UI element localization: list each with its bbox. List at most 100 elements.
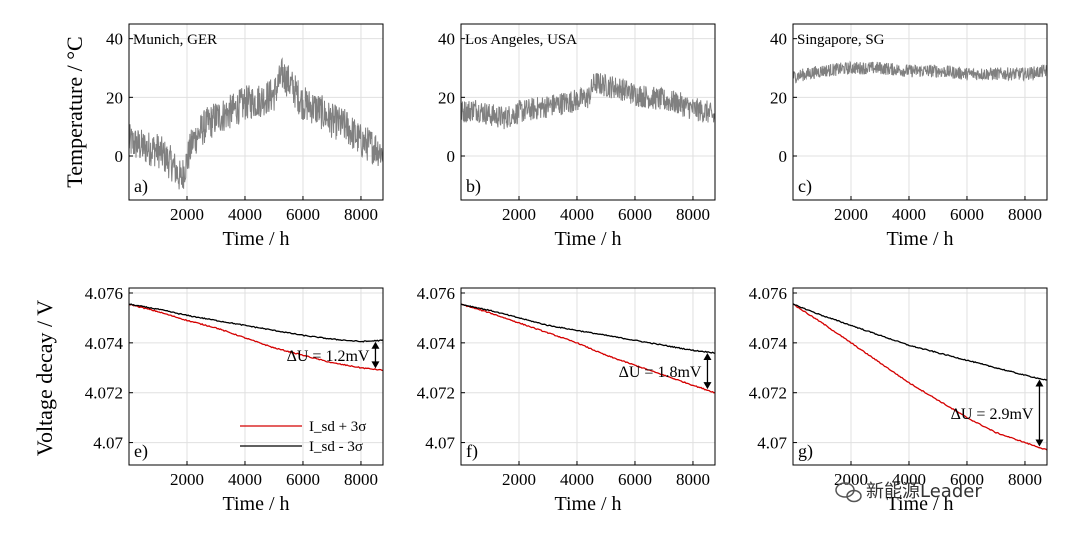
x-tick-label: 6000 — [618, 470, 652, 489]
delta-arrow-head-bottom — [371, 361, 380, 369]
x-tick-label: 4000 — [892, 470, 926, 489]
x-tick-label: 6000 — [618, 205, 652, 224]
upper-series-line — [460, 303, 716, 394]
x-tick-label: 6000 — [950, 205, 984, 224]
x-axis-label: Time / h — [554, 493, 621, 515]
panel-f: 2000 4000 6000 8000 4.07 4.072 4.074 4.076 Time … — [417, 284, 716, 515]
plot-frame — [792, 23, 1048, 201]
x-tick-label: 8000 — [676, 205, 710, 224]
lower-series-line — [792, 303, 1048, 381]
y-tick-label: 0 — [447, 147, 456, 166]
legend-entry: I_sd + 3σ — [309, 419, 366, 435]
delta-annotation: ΔU = 1.8mV — [619, 364, 702, 381]
x-tick-label: 2000 — [834, 205, 868, 224]
y-tick-label: 4.07 — [425, 434, 455, 453]
y-tick-label: 4.07 — [757, 434, 787, 453]
plot-frame — [460, 287, 716, 466]
y-tick-label: 40 — [770, 30, 787, 49]
y-tick-label: 0 — [115, 147, 124, 166]
delta-arrow-head-bottom — [1035, 439, 1044, 447]
location-label: Singapore, SG — [797, 32, 885, 48]
panel-g: 2000 4000 6000 8000 4.07 4.072 4.074 4.076 Time … — [749, 284, 1048, 515]
x-tick-label: 2000 — [170, 205, 204, 224]
x-tick-label: 4000 — [228, 470, 262, 489]
panel-b: 2000 4000 6000 8000 0 20 40 Time / h b) Los Angel… — [438, 23, 716, 250]
x-tick-label: 8000 — [344, 470, 378, 489]
plot-frame — [128, 23, 384, 201]
y-tick-label: 4.074 — [749, 334, 788, 353]
x-tick-label: 2000 — [834, 470, 868, 489]
panel-label: c) — [798, 176, 812, 197]
delta-annotation: ΔU = 2.9mV — [951, 406, 1034, 423]
panel-e: 2000 4000 6000 8000 4.07 4.072 4.074 4.076 Time … — [85, 284, 384, 515]
x-axis-label: Time / h — [886, 228, 953, 250]
x-axis-label: Time / h — [222, 228, 289, 250]
x-tick-label: 8000 — [1008, 470, 1042, 489]
temperature-series-line — [460, 72, 716, 130]
legend: I_sd + 3σ I_sd - 3σ — [240, 419, 366, 455]
location-label: Los Angeles, USA — [465, 32, 577, 48]
y-tick-label: 0 — [779, 147, 788, 166]
panel-label: g) — [798, 441, 813, 462]
y-tick-label: 40 — [106, 30, 123, 49]
panel-a: 2000 4000 6000 8000 0 20 40 Time / h a) Munich, G… — [106, 23, 384, 250]
x-tick-label: 2000 — [170, 470, 204, 489]
plot-frame — [792, 287, 1048, 466]
x-tick-label: 6000 — [286, 205, 320, 224]
x-tick-label: 2000 — [502, 470, 536, 489]
x-tick-label: 4000 — [892, 205, 926, 224]
temperature-y-axis-label: Temperature / °C — [62, 36, 87, 187]
x-tick-label: 8000 — [1008, 205, 1042, 224]
y-tick-label: 40 — [438, 30, 455, 49]
panel-label: b) — [466, 176, 481, 197]
y-tick-label: 4.072 — [417, 384, 455, 403]
lower-series-line — [128, 303, 384, 343]
x-axis-label: Time / h — [886, 493, 953, 515]
watermark: 新能源Leader — [835, 481, 982, 503]
plot-frame — [460, 23, 716, 201]
plot-frame — [128, 287, 384, 466]
delta-arrow-head-top — [1035, 379, 1044, 387]
x-tick-label: 4000 — [228, 205, 262, 224]
y-tick-label: 20 — [106, 88, 123, 107]
voltage-y-axis-label: Voltage decay / V — [32, 300, 57, 456]
legend-entry: I_sd - 3σ — [309, 439, 363, 455]
watermark-text: 新能源Leader — [866, 481, 982, 502]
delta-annotation: ΔU = 1.2mV — [287, 348, 370, 365]
x-tick-label: 2000 — [502, 205, 536, 224]
panel-label: e) — [134, 441, 148, 462]
location-label: Munich, GER — [133, 32, 217, 48]
panel-label: a) — [134, 176, 148, 197]
y-tick-label: 20 — [438, 88, 455, 107]
upper-series-line — [128, 303, 384, 372]
delta-arrow-head-top — [703, 352, 712, 360]
x-tick-label: 6000 — [286, 470, 320, 489]
x-axis-label: Time / h — [554, 228, 621, 250]
y-tick-label: 4.076 — [417, 284, 455, 303]
y-tick-label: 4.072 — [749, 384, 787, 403]
y-tick-label: 4.07 — [93, 434, 123, 453]
upper-series-line — [792, 303, 1048, 451]
panel-c: 2000 4000 6000 8000 0 20 40 Time / h c) Singapore… — [770, 23, 1048, 250]
y-tick-label: 4.072 — [85, 384, 123, 403]
y-tick-label: 4.074 — [417, 334, 456, 353]
panel-label: f) — [466, 441, 478, 462]
x-tick-label: 8000 — [676, 470, 710, 489]
x-tick-label: 8000 — [344, 205, 378, 224]
x-tick-label: 4000 — [560, 470, 594, 489]
x-axis-label: Time / h — [222, 493, 289, 515]
lower-series-line — [460, 303, 716, 354]
y-tick-label: 20 — [770, 88, 787, 107]
delta-arrow-head-top — [371, 341, 380, 349]
temperature-series-line — [128, 57, 384, 190]
x-tick-label: 6000 — [950, 470, 984, 489]
y-tick-label: 4.074 — [85, 334, 124, 353]
x-tick-label: 4000 — [560, 205, 594, 224]
delta-arrow-head-bottom — [703, 382, 712, 390]
y-tick-label: 4.076 — [749, 284, 787, 303]
wechat-icon — [835, 482, 862, 503]
temperature-series-line — [792, 60, 1048, 84]
y-tick-label: 4.076 — [85, 284, 123, 303]
